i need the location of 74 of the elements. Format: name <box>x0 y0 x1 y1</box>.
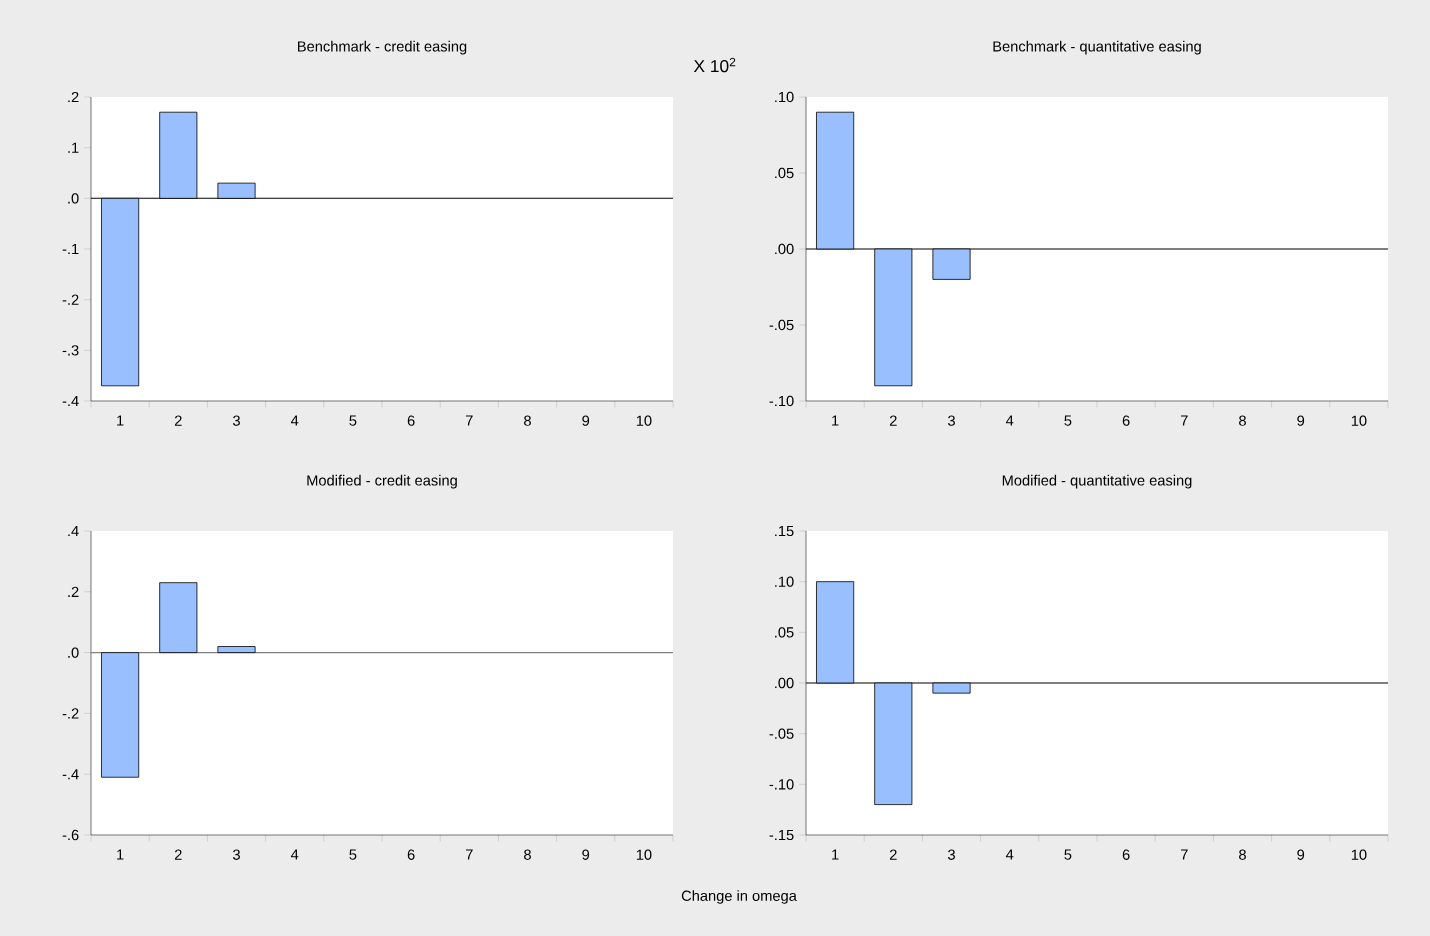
x-tick-label: 9 <box>1297 849 1305 860</box>
x-tick-label: 10 <box>1351 849 1367 860</box>
chart-title: Modified - credit easing <box>307 474 457 489</box>
y-tick-label: .10 <box>775 576 794 587</box>
y-tick-label: .1 <box>68 142 79 153</box>
y-tick-label: -.3 <box>62 345 79 356</box>
text: X 10$^{2}$ <box>693 57 736 73</box>
bar <box>101 652 140 778</box>
x-tick-label: 5 <box>1064 849 1072 860</box>
y-tick-label: -.4 <box>62 769 79 780</box>
x-tick-label: 7 <box>1180 415 1188 426</box>
x-tick-label: 4 <box>290 849 299 860</box>
x-tick-label: 1 <box>832 415 839 426</box>
chart-title: Modified - quantitative easing <box>1002 474 1192 489</box>
y-tick-label: .2 <box>68 91 79 103</box>
y-tick-label: .00 <box>775 243 794 255</box>
y-tick-label: .0 <box>68 647 79 658</box>
y-tick-label: -.1 <box>62 243 79 255</box>
y-tick-label: -.15 <box>769 829 794 841</box>
y-tick-label: -.4 <box>62 395 79 407</box>
x-tick-label: 3 <box>947 415 955 426</box>
y-tick-label: .15 <box>775 525 794 537</box>
x-tick-label: 3 <box>947 849 955 860</box>
y-tick-label: -.10 <box>769 395 794 407</box>
y-tick-label: .05 <box>775 627 794 638</box>
x-tick-label: 7 <box>465 849 473 860</box>
x-tick-label: 5 <box>1064 415 1072 426</box>
x-tick-label: 1 <box>117 849 124 860</box>
x-tick-label: 8 <box>1239 849 1246 860</box>
x-tick-label: 6 <box>407 415 415 426</box>
x-tick-label: 1 <box>117 415 124 426</box>
x-tick-label: 2 <box>174 415 182 426</box>
chart-title: Benchmark - credit easing <box>298 40 467 55</box>
y-tick-label: -.10 <box>769 779 794 790</box>
x-tick-label: 4 <box>1005 415 1014 426</box>
x-tick-label: 2 <box>889 849 897 860</box>
x-axis-title: Change in omega <box>681 890 797 904</box>
x-tick-label: 6 <box>407 849 415 860</box>
y-tick-label: .2 <box>68 586 79 597</box>
x-tick-label: 2 <box>889 415 897 426</box>
x-tick-label: 10 <box>636 415 652 426</box>
y-tick-label: .4 <box>68 525 79 537</box>
y-tick-label: -.05 <box>769 728 794 739</box>
x-tick-label: 6 <box>1122 849 1130 860</box>
x-tick-label: 9 <box>582 849 590 860</box>
x-tick-label: 10 <box>636 849 652 860</box>
x-tick-label: 5 <box>349 849 357 860</box>
y-tick-label: .10 <box>775 91 794 103</box>
bar <box>217 646 256 653</box>
chart-title: Benchmark - quantitative easing <box>993 40 1201 55</box>
x-tick-label: 6 <box>1122 415 1130 426</box>
x-tick-label: 10 <box>1351 415 1367 426</box>
x-tick-label: 5 <box>349 415 357 426</box>
y-tick-label: -.2 <box>62 294 79 305</box>
x-tick-label: 7 <box>1180 849 1188 860</box>
x-tick-label: 2 <box>174 849 182 860</box>
bar <box>159 582 198 653</box>
y-tick-label: -.6 <box>62 829 79 841</box>
x-tick-label: 3 <box>232 415 240 426</box>
y-tick-label: -.05 <box>769 319 794 331</box>
y-tick-label: .00 <box>775 677 794 689</box>
y-tick-label: -.2 <box>62 708 79 719</box>
x-tick-label: 4 <box>1005 849 1014 860</box>
x-tick-label: 7 <box>465 415 473 426</box>
x-tick-label: 8 <box>524 415 531 426</box>
x-tick-label: 8 <box>524 849 531 860</box>
x-tick-label: 9 <box>1297 415 1305 426</box>
x-tick-label: 8 <box>1239 415 1246 426</box>
x-tick-label: 9 <box>582 415 590 426</box>
x-tick-label: 1 <box>832 849 839 860</box>
y-tick-label: .0 <box>68 193 79 204</box>
y-tick-label: .05 <box>775 167 794 179</box>
x-tick-label: 4 <box>290 415 299 426</box>
x-tick-label: 3 <box>232 849 240 860</box>
